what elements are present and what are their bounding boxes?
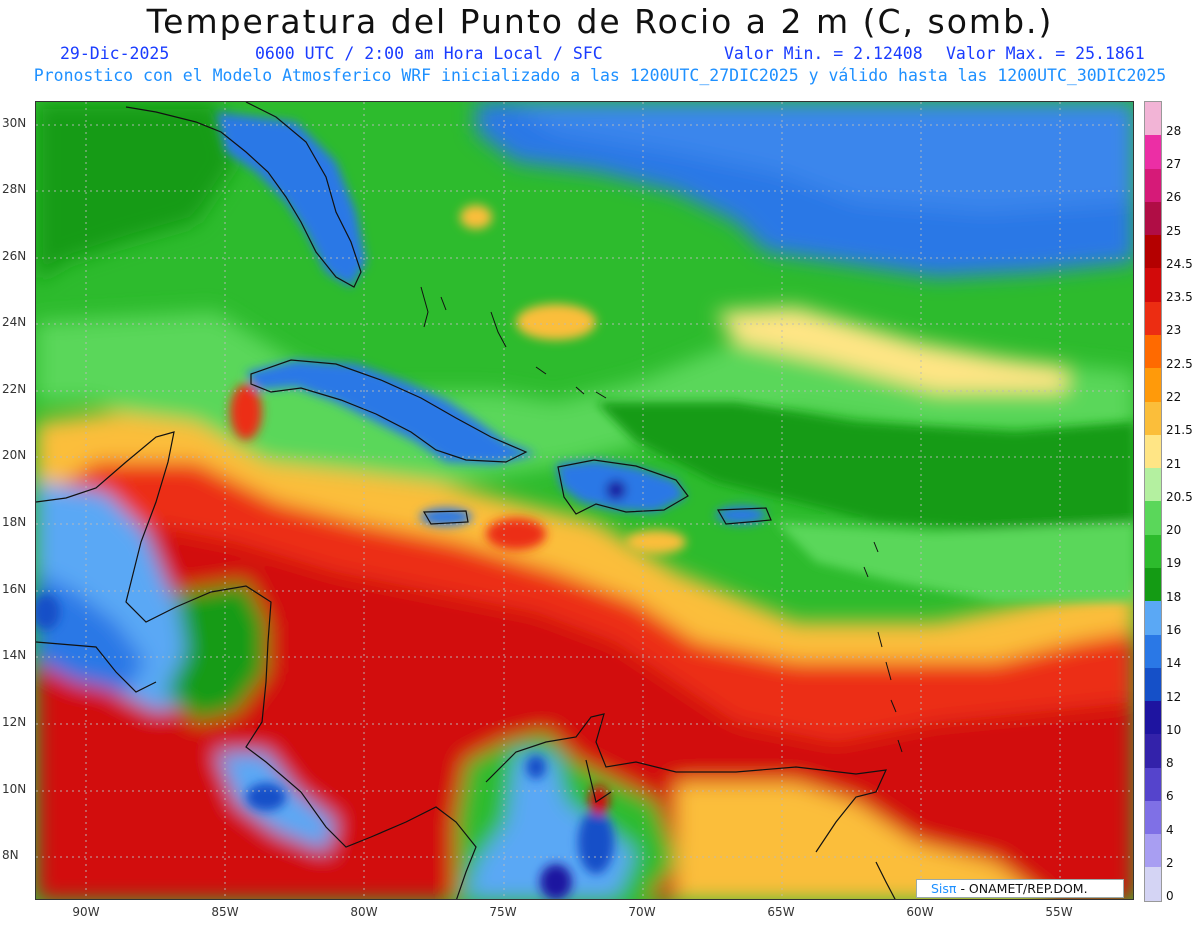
colorbar-segment bbox=[1145, 468, 1161, 502]
credit-box: Sisπ - ONAMET/REP.DOM. bbox=[916, 879, 1124, 898]
lat-label: 20N bbox=[2, 448, 27, 462]
credit-org: - ONAMET/REP.DOM. bbox=[960, 881, 1088, 896]
colorbar-segment bbox=[1145, 534, 1161, 568]
lon-label: 55W bbox=[1045, 905, 1073, 919]
colorbar-label: 28 bbox=[1166, 123, 1182, 138]
colorbar-label: 21.5 bbox=[1166, 423, 1193, 438]
colorbar-segment bbox=[1145, 334, 1161, 369]
colorbar-label: 25 bbox=[1166, 223, 1182, 238]
colorbar-segment bbox=[1145, 268, 1161, 302]
colorbar-label: 0 bbox=[1166, 889, 1174, 904]
colorbar-segment bbox=[1145, 301, 1161, 335]
colorbar-segment bbox=[1145, 800, 1161, 835]
colorbar-segment bbox=[1145, 401, 1161, 435]
lon-label: 60W bbox=[906, 905, 934, 919]
lat-label: 26N bbox=[2, 249, 27, 263]
colorbar-segment bbox=[1145, 667, 1161, 702]
colorbar-segment bbox=[1145, 201, 1161, 236]
colorbar-segment bbox=[1145, 834, 1161, 868]
lat-label: 8N bbox=[2, 848, 19, 862]
colorbar-label: 20 bbox=[1166, 523, 1182, 538]
lat-label: 16N bbox=[2, 582, 27, 596]
subtitle-row: 29-Dic-2025 0600 UTC / 2:00 am Hora Loca… bbox=[0, 44, 1200, 66]
colorbar-segment bbox=[1145, 135, 1161, 169]
model-info: Pronostico con el Modelo Atmosferico WRF… bbox=[33, 66, 1167, 85]
colorbar-segment bbox=[1145, 767, 1161, 801]
coastlines bbox=[36, 102, 896, 899]
colorbar-label: 8 bbox=[1166, 756, 1174, 771]
colorbar-segment bbox=[1145, 368, 1161, 402]
colorbar-segment bbox=[1145, 701, 1161, 735]
lon-label: 90W bbox=[72, 905, 100, 919]
colorbar-label: 26 bbox=[1166, 190, 1182, 205]
colorbar-label: 16 bbox=[1166, 623, 1182, 638]
credit-brand: Sisπ bbox=[931, 881, 957, 896]
colorbar-label: 20.5 bbox=[1166, 489, 1193, 504]
colorbar-segment bbox=[1145, 168, 1161, 202]
colorbar-segment bbox=[1145, 567, 1161, 602]
colorbar-label: 22 bbox=[1166, 389, 1182, 404]
colorbar-label: 27 bbox=[1166, 156, 1182, 171]
colorbar-label: 23 bbox=[1166, 323, 1182, 338]
colorbar-segment bbox=[1145, 734, 1161, 768]
lat-label: 22N bbox=[2, 382, 27, 396]
colorbar-label: 2 bbox=[1166, 856, 1174, 871]
lat-label: 10N bbox=[2, 782, 27, 796]
lat-label: 12N bbox=[2, 715, 27, 729]
colorbar-segment bbox=[1145, 501, 1161, 535]
colorbar-label: 24.5 bbox=[1166, 256, 1193, 271]
colorbar-segment bbox=[1145, 434, 1161, 469]
lon-label: 75W bbox=[489, 905, 517, 919]
colorbar bbox=[1144, 101, 1162, 902]
colorbar-segment bbox=[1145, 601, 1161, 635]
dewpoint-field bbox=[36, 102, 1133, 899]
colorbar-label: 21 bbox=[1166, 456, 1182, 471]
colorbar-label: 6 bbox=[1166, 789, 1174, 804]
map-title: Temperatura del Punto de Rocio a 2 m (C,… bbox=[146, 2, 1054, 41]
max-value: Valor Max. = 25.1861 bbox=[946, 44, 1145, 63]
lon-label: 65W bbox=[767, 905, 795, 919]
date-label: 29-Dic-2025 bbox=[60, 44, 170, 63]
time-label: 0600 UTC / 2:00 am Hora Local / SFC bbox=[255, 44, 603, 63]
colorbar-segment bbox=[1145, 102, 1161, 136]
colorbar-label: 22.5 bbox=[1166, 356, 1193, 371]
colorbar-label: 14 bbox=[1166, 656, 1182, 671]
lat-label: 24N bbox=[2, 315, 27, 329]
lat-label: 30N bbox=[2, 116, 27, 130]
lon-label: 80W bbox=[350, 905, 378, 919]
lat-label: 28N bbox=[2, 182, 27, 196]
colorbar-label: 18 bbox=[1166, 589, 1182, 604]
colorbar-label: 10 bbox=[1166, 722, 1182, 737]
colorbar-segment bbox=[1145, 235, 1161, 269]
lat-label: 18N bbox=[2, 515, 27, 529]
lon-label: 70W bbox=[628, 905, 656, 919]
colorbar-label: 12 bbox=[1166, 689, 1182, 704]
lat-lon-grid bbox=[36, 102, 1133, 899]
min-value: Valor Min. = 2.12408 bbox=[724, 44, 923, 63]
dewpoint-map bbox=[35, 101, 1134, 900]
colorbar-label: 23.5 bbox=[1166, 290, 1193, 305]
colorbar-label: 4 bbox=[1166, 822, 1174, 837]
colorbar-segment bbox=[1145, 867, 1161, 901]
islands bbox=[420, 286, 903, 753]
lat-label: 14N bbox=[2, 648, 27, 662]
lon-label: 85W bbox=[211, 905, 239, 919]
colorbar-segment bbox=[1145, 634, 1161, 668]
colorbar-label: 19 bbox=[1166, 556, 1182, 571]
